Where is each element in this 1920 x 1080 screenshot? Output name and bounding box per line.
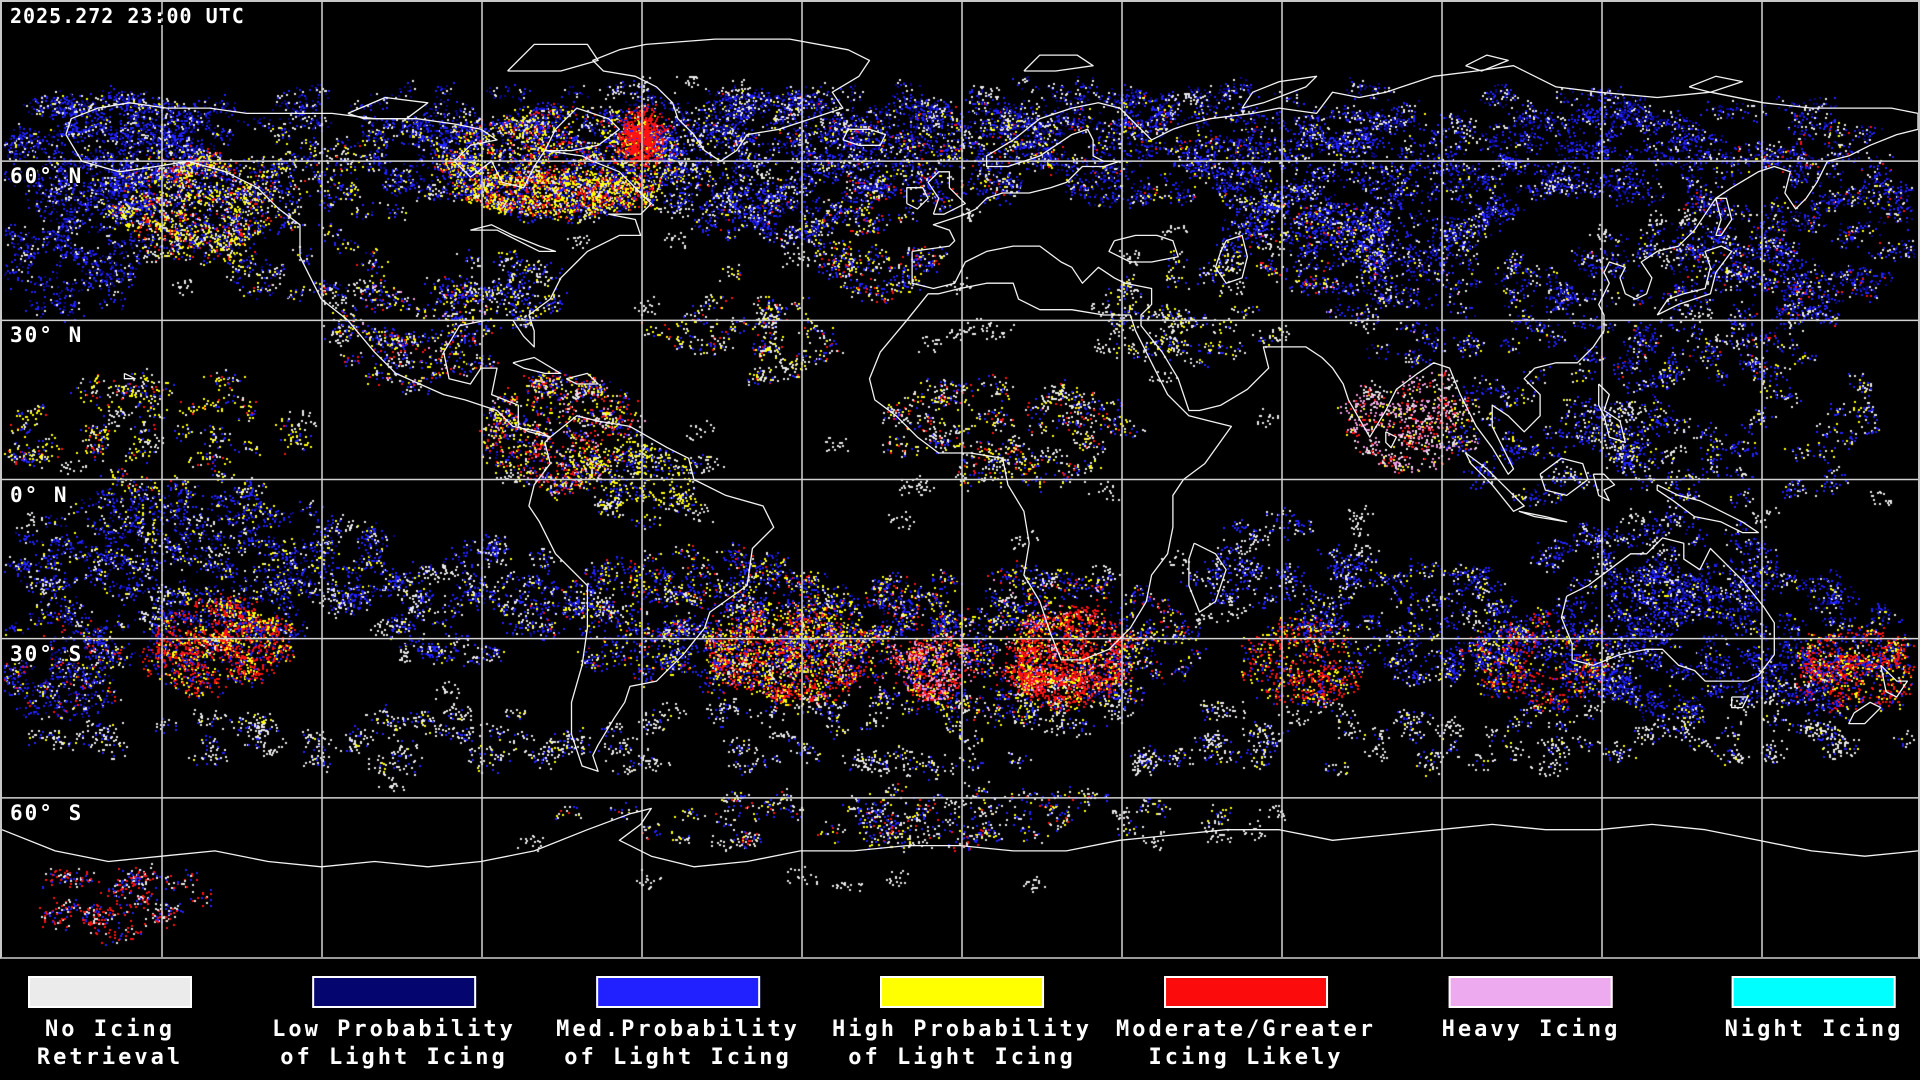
icing-legend: No Icing Retrieval Low Probability of Light… — [0, 959, 1920, 1080]
legend-label: No Icing — [45, 1017, 175, 1042]
coastline — [528, 415, 775, 772]
legend-label: of Light Icing — [564, 1045, 792, 1070]
coastline — [1539, 457, 1589, 497]
coastline — [565, 372, 599, 385]
lat-label: 60° N — [10, 164, 84, 189]
coastline — [1731, 696, 1749, 709]
legend-label: Heavy Icing — [1441, 1017, 1621, 1042]
coastline — [1241, 75, 1318, 109]
legend-swatch — [1448, 976, 1613, 1008]
lat-label: 0° N — [10, 482, 69, 507]
legend-label: of Light Icing — [280, 1045, 508, 1070]
coastline — [1598, 383, 1626, 444]
legend-label: Retrieval — [36, 1045, 184, 1070]
legend-item-no-icing-retrieval: No Icing Retrieval — [28, 976, 192, 1072]
coastline — [911, 65, 1918, 475]
legend-swatch — [1731, 976, 1896, 1008]
coastline — [1465, 452, 1525, 512]
coastline — [1108, 234, 1179, 263]
lat-label: 30° S — [10, 641, 84, 666]
legend-item-moderate-greater: Moderate/Greater Icing Likely — [1116, 976, 1376, 1072]
coastline — [470, 224, 557, 253]
legend-label: Icing Likely — [1148, 1045, 1344, 1070]
coastlines — [2, 38, 1918, 868]
coastline — [65, 102, 652, 438]
coastline — [1715, 197, 1733, 237]
coastline — [2, 807, 1918, 868]
coastline — [1214, 234, 1249, 284]
legend-item-med-probability: Med.Probability of Light Icing — [556, 976, 800, 1072]
latitude-longitude-grid — [2, 2, 1918, 957]
legend-item-low-probability: Low Probability of Light Icing — [272, 976, 516, 1072]
coastline — [544, 107, 621, 152]
legend-label: Low Probability — [272, 1017, 516, 1042]
coastline — [507, 43, 599, 72]
legend-item-heavy-icing: Heavy Icing — [1442, 976, 1621, 1044]
coastline — [1592, 473, 1616, 502]
coastline — [1560, 537, 1775, 682]
legend-item-night-icing: Night Icing — [1725, 976, 1904, 1044]
coastline — [1465, 54, 1509, 72]
coastline — [512, 356, 562, 375]
legend-label: High Probability — [832, 1017, 1092, 1042]
coastline — [123, 372, 136, 380]
coastline — [1656, 245, 1733, 316]
coastline — [1188, 542, 1227, 613]
timestamp-label: 2025.272 23:00 UTC — [10, 4, 245, 28]
legend-item-high-probability: High Probability of Light Icing — [832, 976, 1092, 1072]
coastline — [1023, 54, 1094, 72]
legend-swatch — [312, 976, 476, 1008]
coastline — [906, 187, 929, 210]
coastline — [1688, 75, 1744, 93]
legend-label: Night Icing — [1724, 1017, 1904, 1042]
coastline — [1848, 701, 1882, 725]
coastline — [1880, 664, 1909, 698]
coastline — [1385, 431, 1398, 449]
coastline — [592, 38, 871, 162]
legend-swatch — [879, 976, 1044, 1008]
lat-label: 30° N — [10, 323, 84, 348]
coastline — [927, 171, 966, 215]
lat-label: 60° S — [10, 800, 84, 825]
legend-label: Med.Probability — [556, 1017, 800, 1042]
legend-swatch — [28, 976, 192, 1008]
coastline — [1656, 484, 1759, 534]
coastline — [868, 282, 1233, 661]
legend-label: Moderate/Greater — [1116, 1017, 1376, 1042]
legend-swatch — [1163, 976, 1328, 1008]
coastline — [1518, 510, 1568, 523]
global-icing-map: 2025.272 23:00 UTC 60° N 30° N 0° N 30° S 60… — [0, 0, 1920, 959]
coastline — [842, 128, 887, 146]
legend-swatch — [596, 976, 760, 1008]
legend-label: of Light Icing — [848, 1045, 1076, 1070]
graticule-and-coastline-layer — [2, 2, 1918, 957]
coastline — [347, 96, 429, 120]
